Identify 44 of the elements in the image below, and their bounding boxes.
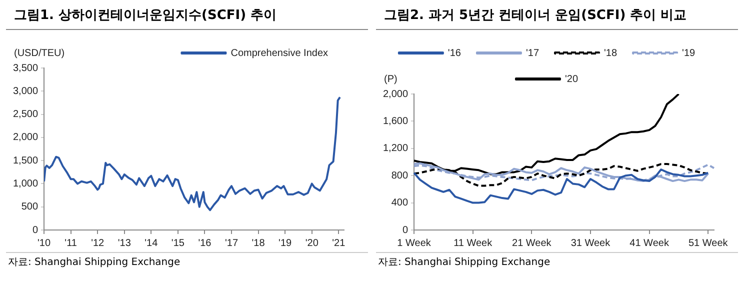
y-tick-label: 800 — [391, 170, 408, 182]
x-tick-label: 11 Week — [454, 238, 494, 249]
y-tick-label: 2,500 — [12, 109, 38, 120]
y-tick-label: 1,000 — [12, 178, 38, 190]
text: 자료: Shanghai Shipping Exchange — [6, 252, 368, 269]
x-tick-label: 51 Week — [688, 238, 729, 249]
x-tick-label: '14 — [144, 238, 158, 249]
chart-title: 그림1. 상하이컨테이너운임지수(SCFI) 추이 — [6, 4, 368, 30]
x-tick-label: 21 Week — [512, 238, 552, 249]
x-tick-label: '21 — [332, 238, 346, 249]
x-tick-label: '18 — [252, 238, 266, 249]
x-tick-label: '20 — [305, 238, 319, 249]
x-tick-label: '19 — [278, 238, 292, 249]
legend-label: '16 — [448, 48, 462, 59]
x-tick-label: '11 — [64, 238, 78, 249]
y-tick-label: 3,000 — [12, 86, 38, 97]
x-tick-label: '17 — [224, 238, 238, 249]
x-tick-label: '10 — [38, 238, 51, 249]
x-tick-label: 1 Week — [397, 238, 432, 249]
legend-label: '17 — [526, 48, 540, 59]
x-tick-label: '15 — [171, 238, 185, 249]
y-axis-title: (USD/TEU) — [14, 48, 65, 59]
y-tick-label: 1,500 — [12, 155, 38, 166]
y-tick-label: 2,000 — [382, 88, 408, 100]
text: 자료: Shanghai Shipping Exchange — [376, 252, 738, 269]
legend-label: '19 — [682, 48, 696, 59]
y-tick-label: 0 — [32, 224, 38, 236]
y-tick-label: 1,600 — [382, 116, 408, 127]
x-tick-label: '16 — [198, 238, 212, 249]
y-tick-label: 500 — [21, 202, 38, 213]
chart-title: 그림2. 과거 5년간 컨테이너 운임(SCFI) 추이 비교 — [376, 4, 738, 30]
y-tick-label: 0 — [402, 224, 408, 236]
legend-label: Comprehensive Index — [230, 48, 328, 59]
legend-label: '20 — [564, 74, 578, 85]
x-tick-label: 41 Week — [630, 238, 670, 249]
y-axis-title: (P) — [384, 74, 398, 85]
y-tick-label: 3,500 — [12, 62, 38, 74]
x-tick-label: '13 — [118, 238, 132, 249]
y-tick-label: 2,000 — [12, 132, 38, 144]
y-tick-label: 1,200 — [382, 143, 408, 154]
x-tick-label: 31 Week — [570, 238, 612, 249]
y-tick-label: 400 — [391, 198, 408, 209]
x-tick-label: '12 — [91, 238, 105, 249]
legend-label: '18 — [604, 48, 618, 59]
